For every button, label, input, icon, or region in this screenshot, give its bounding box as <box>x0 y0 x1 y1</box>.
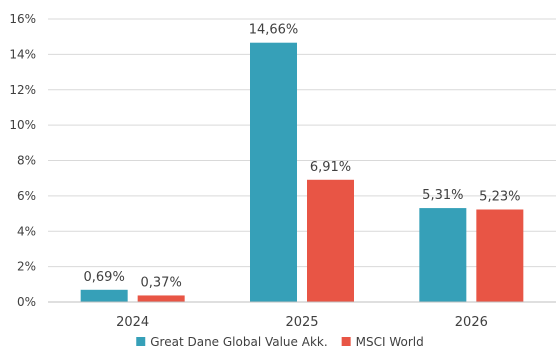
data-label: 6,91% <box>310 160 351 175</box>
x-tick-label: 2024 <box>116 315 149 330</box>
x-axis: 2024 2025 2026 <box>116 315 488 330</box>
y-tick-label: 12% <box>9 83 36 97</box>
y-axis: 0% 2% 4% 6% 8% 10% 12% 14% 16% <box>9 12 36 309</box>
y-tick-label: 6% <box>17 189 36 203</box>
x-tick-label: 2025 <box>285 315 318 330</box>
y-tick-label: 14% <box>9 47 36 61</box>
bar-2026-msci-world <box>476 209 524 302</box>
data-labels: 0,69% 0,37% 14,66% 6,91% 5,31% 5,23% <box>84 23 521 291</box>
x-tick-label: 2026 <box>455 315 488 330</box>
bar-2025-msci-world <box>307 179 354 302</box>
y-tick-label: 0% <box>17 295 36 309</box>
y-tick-label: 16% <box>9 12 36 26</box>
data-label: 5,23% <box>479 189 520 204</box>
legend-label: Great Dane Global Value Akk. <box>150 335 327 349</box>
legend-label: MSCI World <box>356 335 424 349</box>
legend: Great Dane Global Value Akk. MSCI World <box>136 335 424 349</box>
legend-item-msci-world: MSCI World <box>341 335 424 349</box>
gridlines <box>48 18 556 268</box>
y-tick-label: 10% <box>9 118 36 132</box>
data-label: 0,37% <box>141 275 182 290</box>
data-label: 5,31% <box>422 188 463 203</box>
legend-item-great-dane: Great Dane Global Value Akk. <box>136 335 328 349</box>
data-label: 14,66% <box>249 23 299 38</box>
legend-swatch <box>136 337 146 346</box>
legend-swatch <box>341 337 351 346</box>
y-tick-label: 4% <box>17 224 36 238</box>
bar-2024-great-dane <box>80 289 128 302</box>
y-tick-label: 8% <box>17 154 36 168</box>
data-label: 0,69% <box>84 270 125 285</box>
bars <box>80 42 524 303</box>
bar-2025-great-dane <box>250 42 297 303</box>
bar-2024-msci-world <box>137 295 185 302</box>
y-tick-label: 2% <box>17 260 36 274</box>
bar-2026-great-dane <box>419 208 467 302</box>
